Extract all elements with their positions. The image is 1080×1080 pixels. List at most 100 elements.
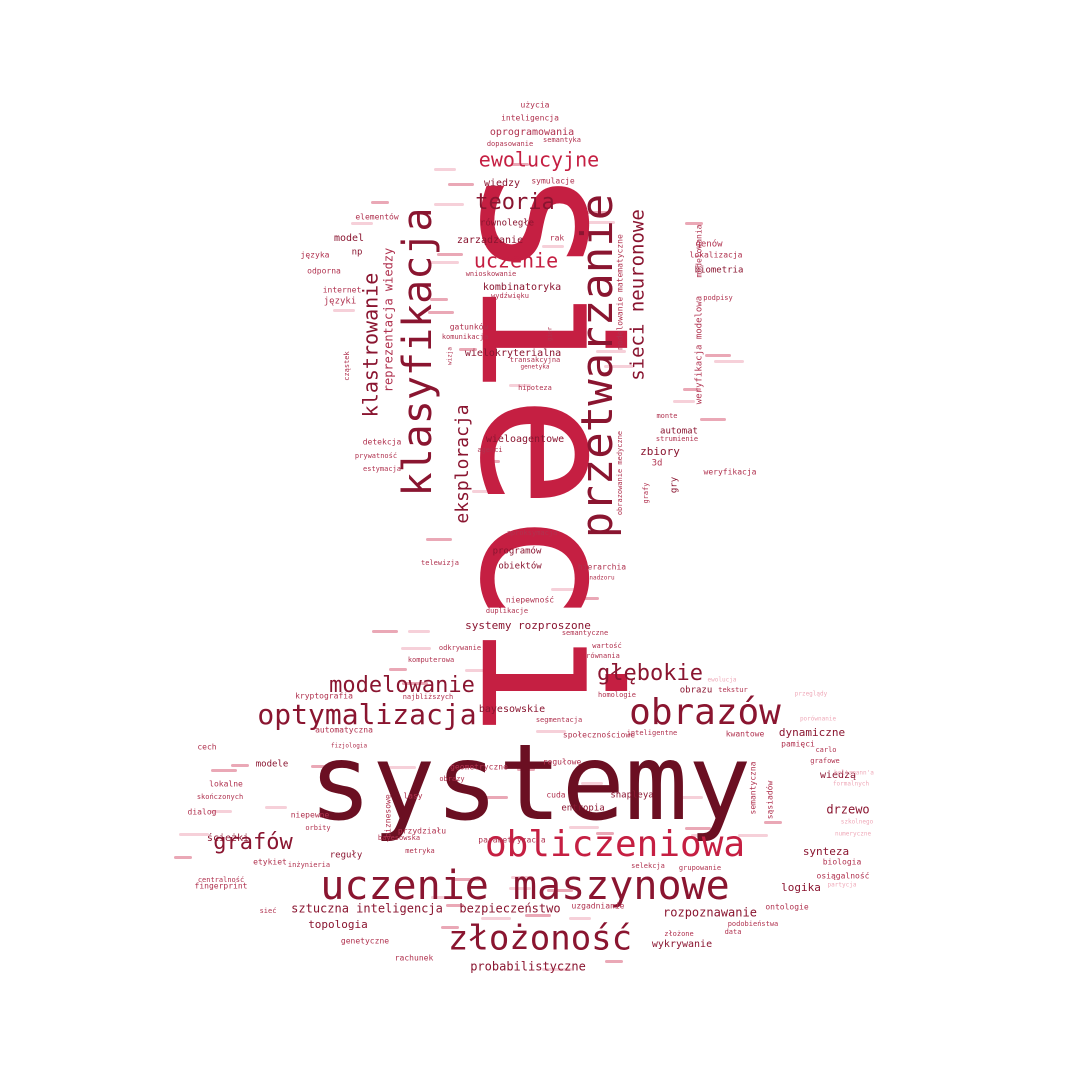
cloud-filler-mark	[441, 926, 459, 929]
word-lokalne: lokalne	[209, 780, 243, 789]
word-osiagalnosc: osiągalność	[817, 871, 870, 881]
cloud-filler-mark	[673, 400, 695, 403]
word-reprezentacja-wiedzy: reprezentacja wiedzy	[382, 248, 396, 393]
word-cech: cech	[197, 743, 216, 752]
cloud-filler-mark	[426, 538, 452, 541]
word-weryfikacja: weryfikacja	[704, 468, 757, 477]
word-biologia: biologia	[823, 858, 862, 867]
word-monte: monte	[656, 412, 677, 420]
word-entropia: entropia	[561, 804, 604, 814]
word-zarzadzanie: zarządzanie	[457, 235, 523, 246]
word-gry: gry	[670, 476, 680, 493]
word-systemy: systemy	[309, 722, 752, 844]
cloud-filler-mark	[428, 311, 454, 314]
cloud-filler-mark	[434, 168, 456, 171]
word-uzycia: użycia	[521, 101, 550, 110]
cloud-filler-mark	[582, 211, 608, 214]
word-przeglady: przeglądy	[795, 691, 828, 698]
cloud-filler-mark	[351, 222, 373, 225]
word-drzewo: drzewo	[826, 803, 869, 817]
word-zlozonosc: złożoność	[448, 919, 632, 959]
cloud-filler-mark	[714, 360, 744, 363]
word-lokalizacja: lokalizacja	[690, 251, 743, 260]
word-szkolnego: szkolnego	[841, 819, 874, 826]
cloud-filler-mark	[681, 796, 703, 799]
word-zbiory: zbiory	[640, 445, 680, 458]
cloud-filler-mark	[569, 826, 599, 829]
word-spolecznosciowe: społecznościowe	[563, 730, 635, 740]
word-przetwarzanie: przetwarzanie	[572, 194, 623, 538]
word-rozpoznawanie: rozpoznawanie	[663, 906, 757, 920]
word-grafow: grafów	[213, 830, 293, 855]
cloud-filler-mark	[547, 889, 573, 892]
word-aproksymacja: aproksymacja	[507, 529, 558, 537]
cloud-filler-mark	[511, 163, 529, 166]
cloud-filler-mark	[604, 365, 634, 368]
word-shapleya: shapleya	[610, 791, 653, 801]
cloud-filler-mark	[179, 833, 209, 836]
word-fizjologia: fizjologia	[331, 743, 368, 750]
word-teoria: teoria	[475, 190, 554, 215]
cloud-filler-mark	[402, 682, 428, 685]
word-glebokie: głębokie	[597, 661, 703, 686]
word-homologie: homologie	[598, 691, 636, 699]
word-uzgadnianie: uzgadnianie	[572, 902, 625, 911]
word-komputerowa: komputerowa	[408, 656, 454, 664]
cloud-filler-mark	[738, 834, 768, 837]
cloud-filler-mark	[581, 782, 603, 785]
word-obrazu: obrazu	[680, 686, 713, 696]
word-inteligencja: inteligencja	[501, 114, 559, 123]
word-uczenie: uczenie	[474, 249, 558, 273]
word-modelowanie-matematyczne: modelowanie matematyczne	[616, 234, 625, 350]
word-zlozone: złożone	[664, 930, 694, 938]
word-sieci-neuronowe: sieci neuronowe	[627, 209, 649, 381]
word-kombinatoryka: kombinatoryka	[483, 282, 561, 293]
word-genow: genów	[695, 239, 723, 250]
word-geometryczne: geometryczne	[450, 763, 508, 772]
word-transakcyjna: transakcyjna	[510, 356, 561, 364]
word-internet: internet	[323, 286, 362, 295]
word-hierarchia: hierarchia	[578, 563, 626, 572]
word-obrazowanie-medyczne: obrazowanie medyczne	[616, 431, 624, 515]
word-bezpieczenstwo: bezpieczeństwo	[459, 902, 560, 916]
word-modelowanie: modelowanie	[329, 673, 475, 698]
word-synteza: synteza	[803, 845, 849, 858]
word-sztuczna-inteligencja: sztuczna inteligencja	[291, 902, 443, 916]
word-optymalizacja: optymalizacja	[257, 698, 476, 731]
word-porownanie: porównanie	[800, 716, 837, 723]
cloud-filler-mark	[596, 350, 626, 353]
word-wartosc: wartość	[592, 642, 622, 650]
word-segmentacja: segmentacja	[536, 716, 582, 724]
cloud-filler-mark	[551, 588, 581, 591]
word-rownania: równania	[586, 652, 620, 660]
cloud-filler-mark	[585, 221, 615, 224]
word-centralnosc: centralność	[198, 876, 244, 884]
word-obliczeniowa: obliczeniowa	[485, 824, 745, 865]
cloud-filler-mark	[231, 764, 249, 767]
cloud-filler-mark	[371, 201, 389, 204]
word-kwantowe: kwantowe	[726, 730, 765, 739]
cloud-filler-mark	[542, 245, 564, 248]
cloud-filler-mark	[525, 914, 551, 917]
cloud-filler-mark	[386, 766, 416, 769]
cloud-filler-mark	[509, 384, 531, 387]
word-duplikacje: duplikacje	[486, 607, 528, 615]
cloud-filler-mark	[764, 821, 782, 824]
word-dialog: dialog	[188, 808, 217, 817]
cloud-filler-mark	[509, 887, 531, 890]
word-semantyczne: semantyczne	[562, 629, 608, 637]
word-jezyka: języka	[301, 251, 330, 260]
cloud-filler-mark	[569, 917, 591, 920]
word-wielokryterialna: wielokryterialna	[465, 348, 561, 359]
word-uczenie-maszynowe: uczenie maszynowe	[320, 863, 729, 909]
word-cuda: cuda	[546, 791, 565, 800]
cloud-filler-mark	[446, 904, 464, 907]
word-dopasowanie: dopasowanie	[487, 140, 533, 148]
cloud-filler-mark	[459, 348, 477, 351]
cloud-filler-mark	[481, 917, 511, 920]
cloud-filler-mark	[431, 896, 461, 899]
word-rownolegle: równoległe	[480, 218, 534, 229]
cloud-filler-mark	[372, 630, 398, 633]
word-detekcja: detekcja	[363, 438, 402, 447]
word-logika: logika	[781, 881, 821, 894]
